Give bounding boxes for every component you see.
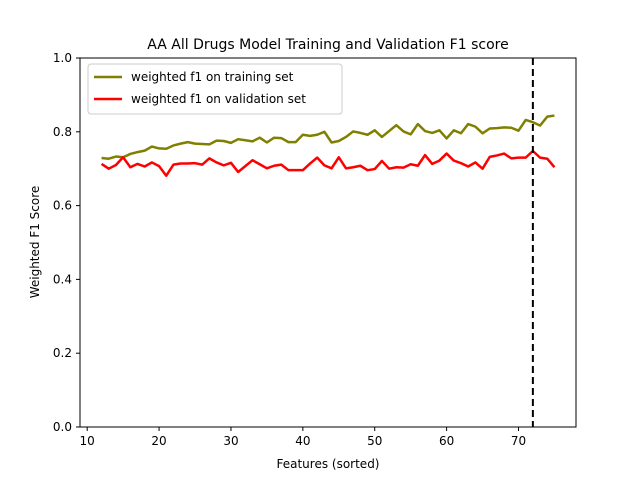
x-tick-label: 70 <box>511 434 526 448</box>
legend-label: weighted f1 on validation set <box>131 92 306 106</box>
x-axis-label: Features (sorted) <box>276 457 379 471</box>
axes-frame <box>79 57 577 428</box>
y-axis-label: Weighted F1 Score <box>28 186 42 299</box>
y-tick-label: 0.4 <box>53 272 72 286</box>
plot-area: 10 20 30 40 50 60 70 0.0 0.2 0.4 0.6 0.8 1.0 weighted… <box>53 51 577 448</box>
x-tick-label: 30 <box>223 434 238 448</box>
y-tick-label: 1.0 <box>53 51 72 65</box>
y-tick-label: 0.0 <box>53 420 72 434</box>
x-tick-label: 20 <box>151 434 166 448</box>
legend-box <box>87 63 343 115</box>
x-tick-label: 60 <box>439 434 454 448</box>
x-tick-label: 50 <box>367 434 382 448</box>
x-tick-label: 10 <box>80 434 95 448</box>
y-tick-label: 0.2 <box>53 346 72 360</box>
x-tick-label: 40 <box>295 434 310 448</box>
y-tick-label: 0.6 <box>53 199 72 213</box>
legend-label: weighted f1 on training set <box>131 70 294 84</box>
y-tick-label: 0.8 <box>53 125 72 139</box>
chart-title: AA All Drugs Model Training and Validati… <box>147 37 508 53</box>
series-line-validation <box>100 149 556 177</box>
series-line-training <box>101 114 555 160</box>
